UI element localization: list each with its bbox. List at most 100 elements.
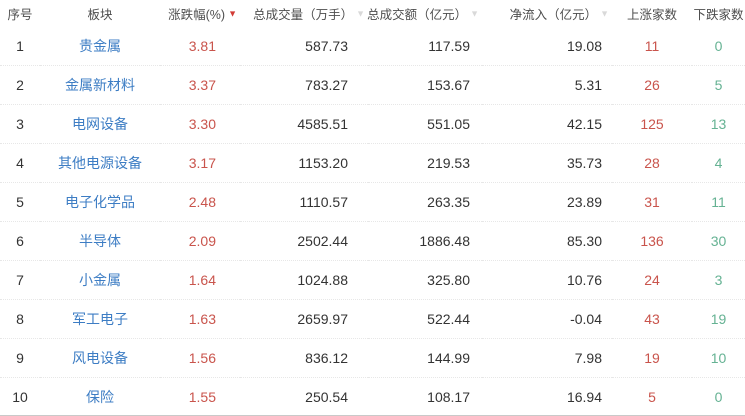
net-inflow-cell: -0.04 <box>482 298 612 339</box>
losers-cell: 13 <box>692 104 745 144</box>
volume-cell: 4585.51 <box>240 104 368 144</box>
table-header: 序号 板块 涨跌幅(%) ▼ 总成交量（万手） ▼ 总成交额（亿 <box>0 0 745 27</box>
volume-cell: 250.54 <box>240 376 368 415</box>
gainers-cell: 26 <box>612 65 692 105</box>
net-inflow-cell: 42.15 <box>482 104 612 144</box>
turnover-cell: 108.17 <box>368 376 482 415</box>
header-volume-label: 总成交量（万手） <box>253 8 354 22</box>
turnover-cell: 325.80 <box>368 259 482 300</box>
net-inflow-cell: 7.98 <box>482 337 612 378</box>
row-index-cell: 10 <box>0 376 40 415</box>
turnover-cell: 522.44 <box>368 298 482 339</box>
sector-link[interactable]: 军工电子 <box>72 310 128 327</box>
losers-cell: 19 <box>692 298 745 339</box>
sort-desc-active-icon[interactable]: ▼ <box>228 8 237 19</box>
gainers-cell: 24 <box>612 259 692 300</box>
sector-link[interactable]: 风电设备 <box>72 349 128 366</box>
table-row: 8 军工电子 1.63 2659.97 522.44 -0.04 43 19 <box>0 298 745 339</box>
gainers-cell: 125 <box>612 104 692 144</box>
row-index-cell: 6 <box>0 220 40 261</box>
change-pct-cell: 2.09 <box>160 220 240 261</box>
sector-cell: 半导体 <box>40 220 160 261</box>
gainers-cell: 31 <box>612 182 692 222</box>
table-row: 10 保险 1.55 250.54 108.17 16.94 5 0 <box>0 376 745 415</box>
table-row: 9 风电设备 1.56 836.12 144.99 7.98 19 10 <box>0 337 745 378</box>
volume-cell: 2659.97 <box>240 298 368 339</box>
losers-cell: 10 <box>692 337 745 378</box>
turnover-cell: 153.67 <box>368 65 482 105</box>
table-row: 3 电网设备 3.30 4585.51 551.05 42.15 125 13 <box>0 104 745 144</box>
turnover-cell: 117.59 <box>428 38 470 55</box>
table-row: 2 金属新材料 3.37 783.27 153.67 5.31 26 5 <box>0 65 745 105</box>
header-turnover-sort[interactable]: 总成交额（亿元） ▼ <box>367 0 482 27</box>
sort-inactive-icon[interactable]: ▼ <box>600 8 609 19</box>
change-pct-cell: 3.81 <box>188 38 216 55</box>
change-pct-cell: 1.64 <box>160 259 240 300</box>
turnover-cell: 263.35 <box>368 182 482 222</box>
sector-link[interactable]: 小金属 <box>79 271 121 288</box>
losers-cell: 5 <box>692 65 745 105</box>
table-row: 7 小金属 1.64 1024.88 325.80 10.76 24 3 <box>0 259 745 300</box>
net-inflow-cell: 16.94 <box>482 376 612 415</box>
turnover-cell: 219.53 <box>368 143 482 183</box>
table-row: 5 电子化学品 2.48 1110.57 263.35 23.89 31 11 <box>0 182 745 222</box>
header-change-sort[interactable]: 涨跌幅(%) ▼ <box>160 0 240 27</box>
change-pct-cell: 2.48 <box>160 182 240 222</box>
net-inflow-cell: 23.89 <box>482 182 612 222</box>
gainers-cell: 11 <box>644 38 660 55</box>
table-row: 1 贵金属 3.81 587.73 117.59 19.08 11 0 <box>0 27 745 66</box>
sector-link[interactable]: 金属新材料 <box>65 77 135 94</box>
change-pct-cell: 1.56 <box>160 337 240 378</box>
row-index-cell: 1 <box>16 38 24 55</box>
sector-link[interactable]: 电网设备 <box>72 116 128 133</box>
change-pct-cell: 3.37 <box>160 65 240 105</box>
volume-cell: 783.27 <box>240 65 368 105</box>
change-pct-cell: 3.17 <box>160 143 240 183</box>
net-inflow-cell: 35.73 <box>482 143 612 183</box>
row-index-cell: 5 <box>0 182 40 222</box>
row-index-cell: 9 <box>0 337 40 378</box>
sort-inactive-icon[interactable]: ▼ <box>470 8 479 19</box>
header-inflow-sort[interactable]: 净流入（亿元） ▼ <box>482 0 612 27</box>
sector-cell: 军工电子 <box>40 298 160 339</box>
header-change-label: 涨跌幅(%) <box>168 8 226 22</box>
volume-cell: 1153.20 <box>240 143 368 183</box>
sector-cell: 其他电源设备 <box>40 143 160 183</box>
sector-cell: 风电设备 <box>40 337 160 378</box>
sector-link[interactable]: 其他电源设备 <box>58 155 142 172</box>
volume-cell: 587.73 <box>305 38 348 55</box>
sort-inactive-icon[interactable]: ▼ <box>356 8 365 19</box>
sector-link[interactable]: 半导体 <box>79 232 121 249</box>
sector-cell: 小金属 <box>40 259 160 300</box>
net-inflow-cell: 19.08 <box>566 38 602 55</box>
losers-cell: 11 <box>692 182 745 222</box>
sector-cell: 贵金属 <box>40 27 160 66</box>
sector-link[interactable]: 电子化学品 <box>65 194 135 210</box>
turnover-cell: 144.99 <box>368 337 482 378</box>
row-index-cell: 3 <box>0 104 40 144</box>
table-row: 6 半导体 2.09 2502.44 1886.48 85.30 136 30 <box>0 220 745 261</box>
sector-cell: 电子化学品 <box>40 182 160 222</box>
table-body: 1 贵金属 3.81 587.73 117.59 19.08 11 0 2 金属新材料 3.37 78… <box>0 27 745 415</box>
sector-link[interactable]: 贵金属 <box>79 38 121 55</box>
row-index-cell: 2 <box>0 65 40 105</box>
gainers-cell: 43 <box>612 298 692 339</box>
header-index: 序号 <box>7 8 33 22</box>
header-sector: 板块 <box>87 8 113 22</box>
gainers-cell: 28 <box>612 143 692 183</box>
sector-cell: 金属新材料 <box>40 65 160 105</box>
change-pct-cell: 3.30 <box>160 104 240 144</box>
turnover-cell: 1886.48 <box>368 220 482 261</box>
gainers-cell: 19 <box>612 337 692 378</box>
losers-cell: 30 <box>692 220 745 261</box>
header-turnover-label: 总成交额（亿元） <box>367 8 468 22</box>
table-row: 4 其他电源设备 3.17 1153.20 219.53 35.73 28 4 <box>0 143 745 183</box>
volume-cell: 836.12 <box>240 337 368 378</box>
volume-cell: 2502.44 <box>240 220 368 261</box>
change-pct-cell: 1.55 <box>160 376 240 415</box>
turnover-cell: 551.05 <box>368 104 482 144</box>
sector-link[interactable]: 保险 <box>86 388 114 405</box>
header-volume-sort[interactable]: 总成交量（万手） ▼ <box>240 0 368 27</box>
header-inflow-label: 净流入（亿元） <box>509 8 598 22</box>
sector-cell: 电网设备 <box>40 104 160 144</box>
